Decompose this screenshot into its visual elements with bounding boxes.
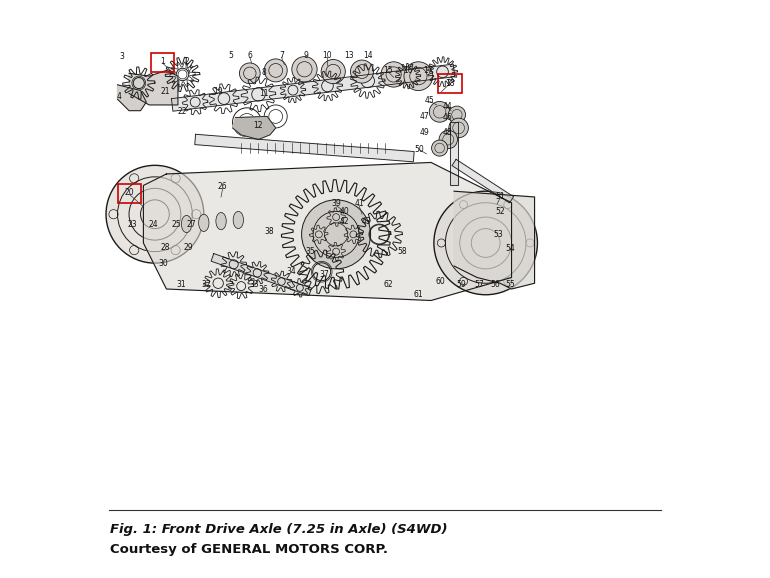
Ellipse shape: [216, 213, 226, 229]
Ellipse shape: [199, 214, 209, 231]
Text: 23: 23: [127, 220, 137, 229]
Polygon shape: [454, 191, 534, 289]
Circle shape: [321, 60, 345, 84]
Circle shape: [439, 130, 457, 149]
Text: 19: 19: [213, 87, 223, 96]
Text: 10: 10: [323, 51, 333, 60]
Text: 8: 8: [262, 68, 266, 77]
Polygon shape: [450, 122, 458, 186]
Text: 25: 25: [172, 220, 182, 229]
Text: 26: 26: [218, 182, 228, 191]
Text: 28: 28: [160, 243, 170, 252]
Text: 24: 24: [149, 220, 159, 229]
Text: 14: 14: [363, 51, 373, 60]
Text: 54: 54: [506, 244, 515, 253]
Text: 20: 20: [124, 188, 134, 198]
Circle shape: [264, 59, 287, 82]
Text: 3: 3: [119, 51, 124, 61]
Text: 46: 46: [442, 113, 452, 122]
Circle shape: [350, 60, 373, 83]
Text: 50: 50: [414, 145, 424, 154]
Circle shape: [381, 62, 407, 87]
Text: 33: 33: [249, 280, 259, 289]
Ellipse shape: [233, 212, 243, 229]
Polygon shape: [211, 254, 312, 296]
Text: 43: 43: [362, 217, 371, 225]
Text: 12: 12: [253, 121, 263, 129]
Text: 7: 7: [279, 51, 284, 60]
Polygon shape: [143, 162, 511, 301]
Text: 32: 32: [202, 280, 212, 289]
Text: 13: 13: [344, 51, 354, 60]
Text: 58: 58: [397, 247, 407, 256]
Text: 18: 18: [445, 79, 455, 88]
Polygon shape: [118, 85, 146, 110]
Circle shape: [239, 63, 260, 84]
Text: 62: 62: [383, 280, 393, 289]
Text: 17: 17: [424, 66, 433, 75]
Text: 42: 42: [340, 217, 350, 225]
Circle shape: [449, 118, 468, 138]
Circle shape: [106, 165, 204, 263]
Polygon shape: [172, 64, 455, 111]
Text: 11: 11: [259, 89, 269, 98]
Circle shape: [292, 57, 317, 82]
Text: 56: 56: [490, 280, 500, 289]
Polygon shape: [233, 116, 276, 139]
Text: 1: 1: [160, 57, 165, 66]
Polygon shape: [129, 71, 178, 105]
Circle shape: [302, 200, 370, 269]
Text: 59: 59: [457, 280, 467, 289]
Text: 36: 36: [258, 284, 268, 294]
Text: 22: 22: [178, 108, 187, 116]
Text: 53: 53: [494, 230, 503, 239]
Text: 45: 45: [425, 96, 435, 105]
Text: 2: 2: [184, 57, 189, 66]
Text: 60: 60: [436, 277, 446, 286]
Text: 47: 47: [419, 112, 429, 121]
Circle shape: [404, 62, 433, 91]
Text: 9: 9: [303, 51, 309, 60]
Circle shape: [430, 102, 450, 122]
Text: 41: 41: [354, 199, 364, 208]
Text: 39: 39: [331, 199, 341, 208]
Text: Courtesy of GENERAL MOTORS CORP.: Courtesy of GENERAL MOTORS CORP.: [110, 543, 388, 555]
Text: 61: 61: [413, 290, 424, 299]
Text: 27: 27: [186, 220, 196, 229]
Text: 48: 48: [442, 128, 452, 137]
Text: 37: 37: [320, 270, 330, 279]
Ellipse shape: [182, 216, 192, 232]
Text: 40: 40: [340, 207, 350, 216]
Text: 30: 30: [159, 258, 169, 268]
Text: 16: 16: [403, 66, 413, 75]
Text: 49: 49: [419, 128, 429, 137]
Text: 52: 52: [495, 207, 505, 216]
Text: 51: 51: [495, 192, 505, 202]
Polygon shape: [452, 160, 514, 203]
Text: 35: 35: [306, 247, 315, 256]
Circle shape: [432, 140, 447, 156]
Text: 44: 44: [442, 102, 452, 110]
Text: 5: 5: [229, 51, 233, 60]
Polygon shape: [195, 134, 414, 162]
Text: 15: 15: [383, 66, 393, 75]
Text: Fig. 1: Front Drive Axle (7.25 in Axle) (S4WD): Fig. 1: Front Drive Axle (7.25 in Axle) …: [110, 523, 447, 536]
Text: 38: 38: [264, 227, 273, 236]
Text: 29: 29: [183, 243, 193, 252]
Text: 6: 6: [247, 51, 253, 60]
Text: 4: 4: [117, 92, 122, 101]
Text: 55: 55: [506, 280, 515, 289]
Text: 57: 57: [474, 280, 484, 289]
Text: 21: 21: [160, 87, 170, 96]
Text: 34: 34: [286, 267, 296, 276]
Text: 31: 31: [176, 280, 186, 289]
Circle shape: [448, 106, 466, 123]
Circle shape: [434, 191, 537, 295]
